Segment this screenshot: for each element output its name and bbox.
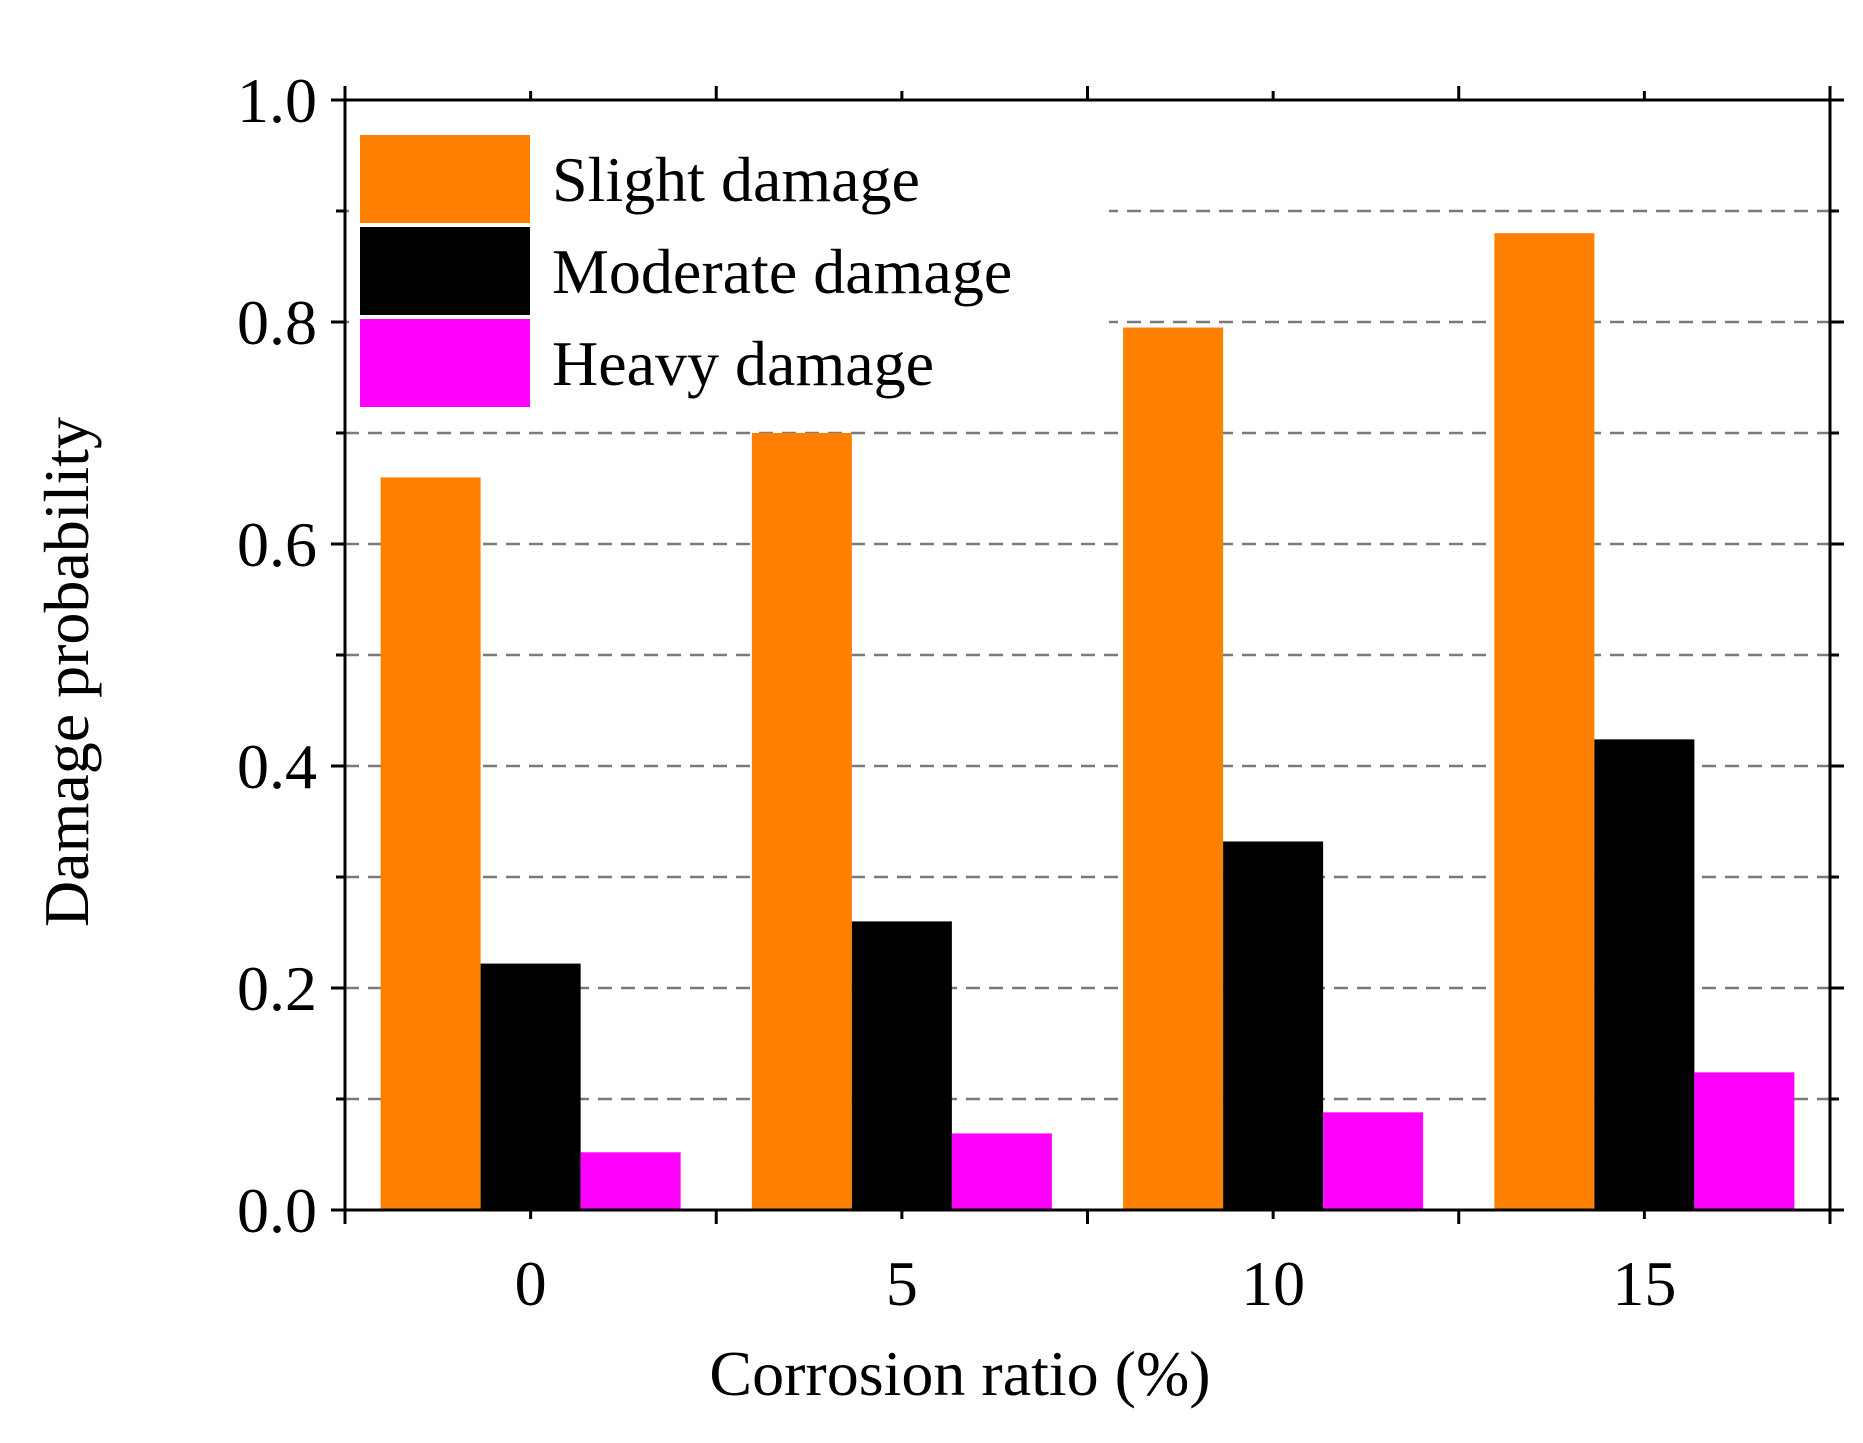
legend: Slight damage Moderate damage Heavy damage [349,104,1109,407]
bars [380,233,1795,1210]
bar-slight-damage-5 [751,433,852,1210]
bar-slight-damage-15 [1494,233,1595,1210]
y-tick-label: 0.4 [237,731,317,802]
legend-label: Heavy damage [552,328,934,399]
x-tick-label: 0 [515,1248,547,1319]
y-tick-label: 0.8 [237,287,317,358]
x-tick-label: 5 [886,1248,918,1319]
bar-heavy-damage-10 [1323,1112,1424,1210]
legend-label: Slight damage [552,144,920,215]
bar-moderate-damage-10 [1223,841,1324,1210]
y-tick-label: 0.2 [237,953,317,1024]
bar-slight-damage-0 [380,477,481,1210]
bar-moderate-damage-0 [480,963,581,1210]
y-tick-label: 0.6 [237,509,317,580]
y-tick-label: 1.0 [237,65,317,136]
legend-swatch [360,135,530,223]
bar-heavy-damage-15 [1694,1072,1795,1210]
y-tick-label: 0.0 [237,1175,317,1246]
x-tick-label: 10 [1241,1248,1305,1319]
bar-heavy-damage-0 [580,1152,681,1210]
legend-swatch [360,319,530,407]
axes: 0.0 0.2 0.4 0.6 0.8 1.0 0 5 10 15 [237,65,1844,1319]
y-axis-label: Damage probability [31,417,102,927]
legend-label: Moderate damage [552,236,1012,307]
bar-heavy-damage-5 [951,1133,1052,1210]
bar-slight-damage-10 [1123,327,1224,1210]
x-axis-label: Corrosion ratio (%) [709,1338,1210,1409]
x-tick-label: 15 [1612,1248,1676,1319]
bar-moderate-damage-15 [1594,739,1695,1210]
legend-swatch [360,227,530,315]
bar-moderate-damage-5 [851,921,952,1210]
